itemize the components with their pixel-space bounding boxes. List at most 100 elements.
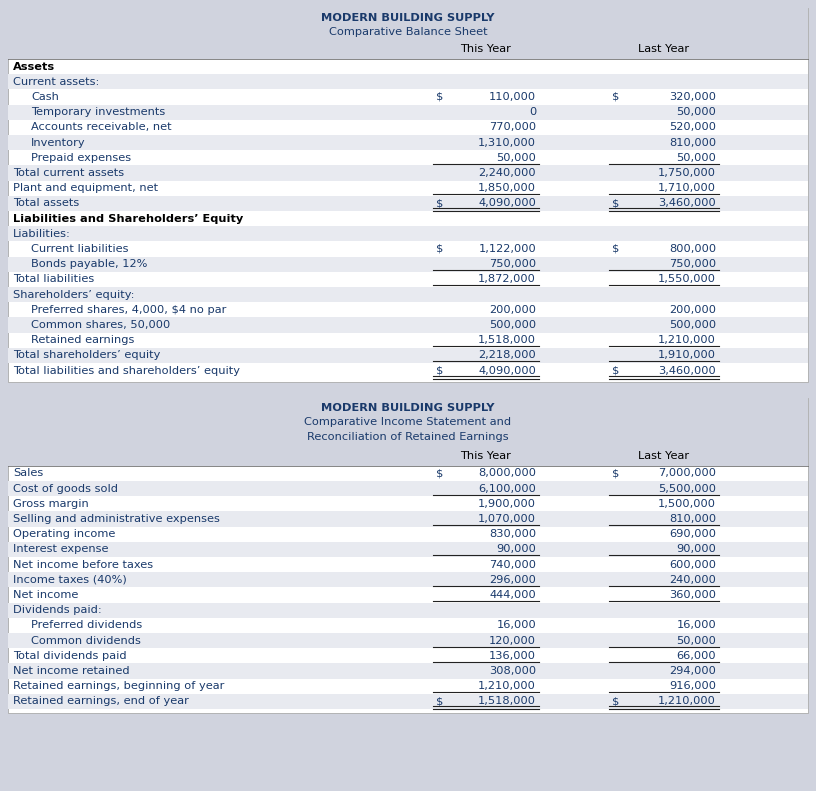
Bar: [8, 511, 808, 527]
Text: 500,000: 500,000: [489, 320, 536, 330]
Text: Liabilities:: Liabilities:: [13, 229, 71, 239]
Text: Total liabilities: Total liabilities: [13, 274, 95, 284]
Text: This Year: This Year: [460, 451, 512, 461]
Bar: [8, 226, 808, 241]
Bar: [8, 317, 808, 332]
Text: Preferred shares, 4,000, $4 no par: Preferred shares, 4,000, $4 no par: [31, 305, 226, 315]
Bar: [8, 542, 808, 557]
Text: Total assets: Total assets: [13, 199, 79, 208]
Text: Operating income: Operating income: [13, 529, 115, 539]
Text: Last Year: Last Year: [638, 451, 690, 461]
Text: This Year: This Year: [460, 44, 512, 55]
Text: Retained earnings: Retained earnings: [31, 335, 135, 345]
Text: 1,550,000: 1,550,000: [658, 274, 716, 284]
Text: 50,000: 50,000: [676, 153, 716, 163]
Text: 6,100,000: 6,100,000: [478, 483, 536, 494]
Text: Gross margin: Gross margin: [13, 499, 89, 509]
Text: 0: 0: [529, 107, 536, 117]
Text: 690,000: 690,000: [669, 529, 716, 539]
Text: Sales: Sales: [13, 468, 43, 479]
Text: Common shares, 50,000: Common shares, 50,000: [31, 320, 171, 330]
Text: 294,000: 294,000: [669, 666, 716, 676]
Text: Selling and administrative expenses: Selling and administrative expenses: [13, 514, 220, 524]
Text: 3,460,000: 3,460,000: [659, 199, 716, 208]
Bar: [8, 104, 808, 119]
Text: $: $: [436, 696, 443, 706]
Text: 308,000: 308,000: [489, 666, 536, 676]
Bar: [8, 135, 808, 150]
Text: 1,910,000: 1,910,000: [658, 350, 716, 361]
Text: 240,000: 240,000: [669, 575, 716, 585]
Text: 2,240,000: 2,240,000: [478, 168, 536, 178]
Text: 200,000: 200,000: [489, 305, 536, 315]
Bar: [8, 633, 808, 648]
Text: 110,000: 110,000: [489, 92, 536, 102]
Text: Bonds payable, 12%: Bonds payable, 12%: [31, 259, 148, 269]
Text: 3,460,000: 3,460,000: [659, 365, 716, 376]
Text: $: $: [436, 365, 443, 376]
Text: 750,000: 750,000: [489, 259, 536, 269]
Bar: [8, 348, 808, 363]
Text: 520,000: 520,000: [669, 123, 716, 132]
Text: Cost of goods sold: Cost of goods sold: [13, 483, 118, 494]
Text: Total current assets: Total current assets: [13, 168, 124, 178]
Text: Accounts receivable, net: Accounts receivable, net: [31, 123, 171, 132]
Text: 90,000: 90,000: [676, 544, 716, 554]
Text: $: $: [436, 244, 443, 254]
Text: Common dividends: Common dividends: [31, 635, 141, 645]
Text: 16,000: 16,000: [496, 620, 536, 630]
Text: 1,310,000: 1,310,000: [478, 138, 536, 147]
Text: Liabilities and Shareholders’ Equity: Liabilities and Shareholders’ Equity: [13, 214, 243, 224]
Bar: [8, 287, 808, 302]
Text: Preferred dividends: Preferred dividends: [31, 620, 142, 630]
Bar: [8, 8, 808, 382]
Bar: [8, 603, 808, 618]
Text: Plant and equipment, net: Plant and equipment, net: [13, 184, 158, 193]
Text: Comparative Income Statement and: Comparative Income Statement and: [304, 418, 512, 427]
Text: Net income before taxes: Net income before taxes: [13, 559, 153, 570]
Text: Total liabilities and shareholders’ equity: Total liabilities and shareholders’ equi…: [13, 365, 240, 376]
Text: 4,090,000: 4,090,000: [478, 199, 536, 208]
Text: MODERN BUILDING SUPPLY: MODERN BUILDING SUPPLY: [322, 403, 494, 413]
Text: 1,210,000: 1,210,000: [478, 681, 536, 691]
Text: $: $: [436, 199, 443, 208]
Text: 1,210,000: 1,210,000: [659, 335, 716, 345]
Bar: [8, 398, 808, 466]
Bar: [8, 165, 808, 180]
Text: 916,000: 916,000: [669, 681, 716, 691]
Text: Current assets:: Current assets:: [13, 77, 100, 87]
Text: 810,000: 810,000: [669, 514, 716, 524]
Text: $: $: [612, 199, 619, 208]
Text: $: $: [612, 92, 619, 102]
Text: 1,518,000: 1,518,000: [478, 335, 536, 345]
Bar: [8, 694, 808, 709]
Text: 1,872,000: 1,872,000: [478, 274, 536, 284]
Text: MODERN BUILDING SUPPLY: MODERN BUILDING SUPPLY: [322, 13, 494, 23]
Bar: [8, 74, 808, 89]
Text: 16,000: 16,000: [676, 620, 716, 630]
Text: Total dividends paid: Total dividends paid: [13, 651, 126, 660]
Text: 360,000: 360,000: [669, 590, 716, 600]
Bar: [8, 398, 808, 713]
Text: Total shareholders’ equity: Total shareholders’ equity: [13, 350, 161, 361]
Text: 136,000: 136,000: [489, 651, 536, 660]
Text: 740,000: 740,000: [489, 559, 536, 570]
Text: 90,000: 90,000: [496, 544, 536, 554]
Text: 500,000: 500,000: [669, 320, 716, 330]
Text: 1,850,000: 1,850,000: [478, 184, 536, 193]
Text: Inventory: Inventory: [31, 138, 86, 147]
Text: 1,518,000: 1,518,000: [478, 696, 536, 706]
Bar: [8, 8, 808, 59]
Text: Temporary investments: Temporary investments: [31, 107, 166, 117]
Text: Last Year: Last Year: [638, 44, 690, 55]
Text: 1,900,000: 1,900,000: [478, 499, 536, 509]
Text: Net income: Net income: [13, 590, 78, 600]
Text: $: $: [612, 365, 619, 376]
Bar: [8, 256, 808, 272]
Text: $: $: [612, 696, 619, 706]
Text: 50,000: 50,000: [676, 635, 716, 645]
Text: 750,000: 750,000: [669, 259, 716, 269]
Text: $: $: [612, 468, 619, 479]
Bar: [8, 195, 808, 211]
Text: Reconciliation of Retained Earnings: Reconciliation of Retained Earnings: [307, 432, 509, 442]
